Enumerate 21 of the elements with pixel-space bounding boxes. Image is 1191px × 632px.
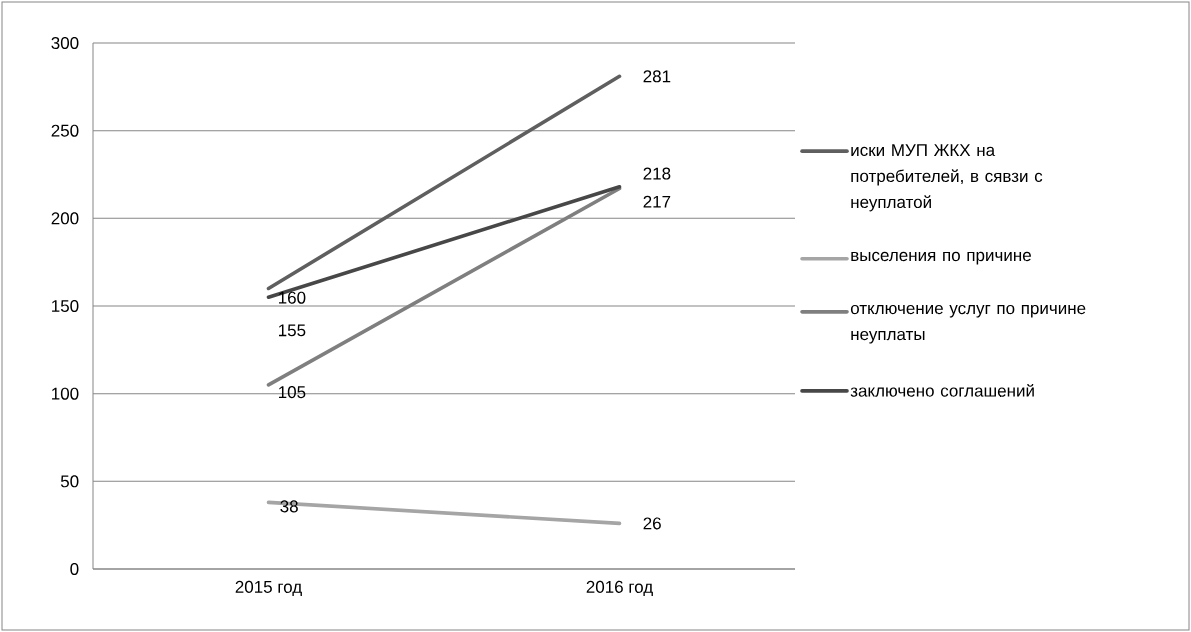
legend-label: выселения по причине: [851, 251, 1031, 265]
y-tick-label: 300: [51, 36, 79, 50]
data-label: 218: [643, 167, 671, 180]
y-tick-label: 100: [52, 387, 79, 400]
x-tick-label: 2015 год: [235, 580, 302, 597]
data-label: 26: [643, 517, 661, 530]
legend-label: отключение услуг по причине неуплаты: [850, 304, 1086, 344]
data-label: 217: [643, 195, 671, 208]
y-tick-label: 50: [60, 475, 79, 488]
legend-label: заключено соглашений: [850, 383, 1034, 397]
legend-label: иски МУП ЖКХ на потребителей, в сявзи с неуплатой: [851, 144, 1043, 212]
y-tick-label: 0: [70, 562, 79, 576]
y-tick-label: 250: [51, 124, 79, 137]
y-tick-label: 150: [52, 299, 79, 313]
y-tick-label: 200: [51, 212, 79, 225]
x-tick-label: 2016 год: [586, 580, 653, 597]
data-label: 155: [279, 324, 306, 337]
data-label: 105: [279, 386, 306, 399]
data-label: 38: [280, 500, 298, 513]
data-label: 160: [279, 291, 306, 304]
data-label: 281: [643, 70, 671, 83]
